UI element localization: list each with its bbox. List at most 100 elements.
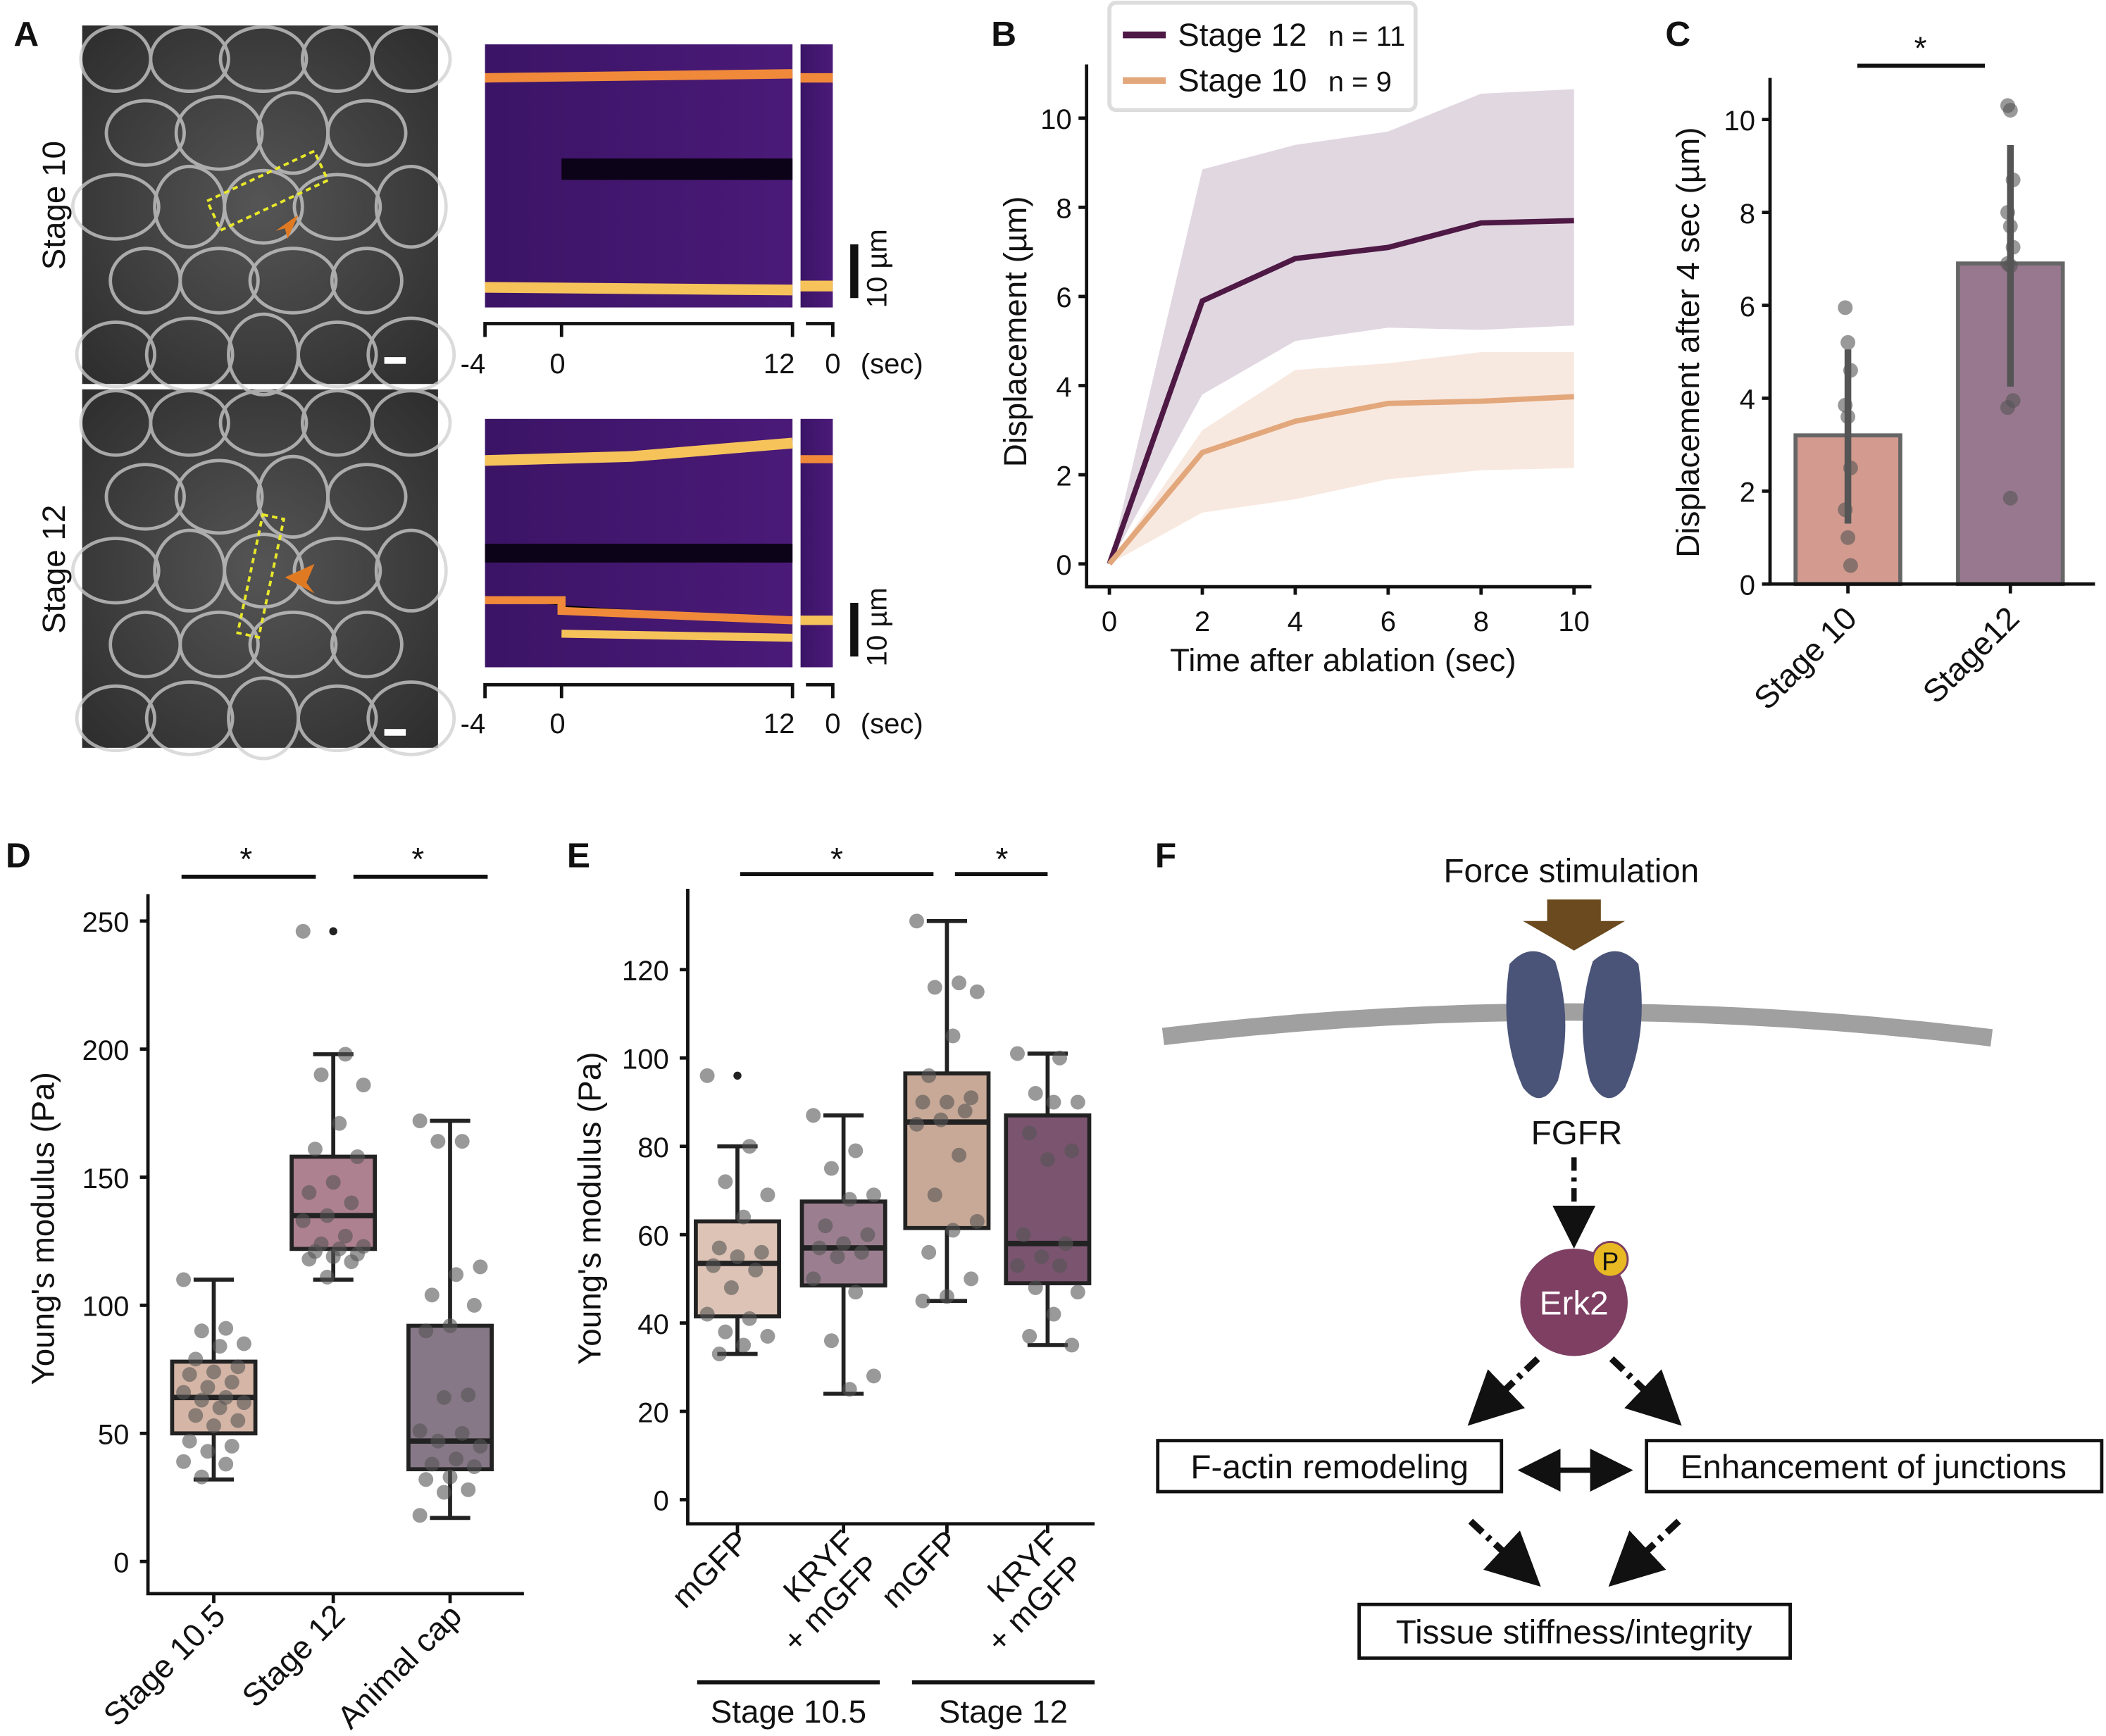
data-point — [964, 1090, 979, 1106]
force-stimulation-label: Force stimulation — [1443, 853, 1699, 890]
data-point — [236, 1336, 251, 1351]
data-point — [320, 1208, 335, 1223]
data-point — [806, 1108, 821, 1123]
y-tick-label: 60 — [637, 1220, 669, 1251]
cell-outline — [326, 463, 408, 531]
significance-star: * — [411, 841, 424, 877]
data-point — [1040, 1152, 1055, 1168]
time-tick-label: 0 — [549, 349, 565, 380]
x-tick-label: KRYF+ mGFP — [955, 1523, 1090, 1659]
scale-bar-stage-12 — [384, 729, 406, 736]
row-label-stage-12: Stage 12 — [36, 505, 72, 634]
data-point — [418, 1472, 434, 1487]
axes — [686, 889, 1095, 1526]
data-point — [1840, 530, 1856, 545]
outlier — [329, 927, 337, 936]
cell-outline — [149, 389, 230, 457]
data-point — [337, 1228, 353, 1244]
cell-outline — [104, 463, 186, 531]
x-tick-label: Stage 10 — [1747, 600, 1864, 717]
cell-outline — [178, 610, 260, 679]
x-tick-label: 6 — [1381, 606, 1396, 637]
data-point — [909, 1116, 924, 1132]
data-point — [466, 1297, 482, 1313]
legend-label-1: Stage 10 — [1178, 63, 1307, 99]
data-point — [1034, 1249, 1049, 1264]
data-point — [332, 1116, 347, 1131]
data-point — [230, 1359, 246, 1375]
significance-star: * — [1914, 30, 1927, 66]
scale-bar-stage-10 — [384, 357, 406, 364]
cell-outline — [248, 610, 338, 679]
time-tick-label: 0 — [825, 349, 840, 380]
data-point — [188, 1351, 204, 1367]
data-point — [218, 1320, 234, 1336]
data-point — [1022, 1328, 1038, 1344]
y-tick-label: 250 — [82, 907, 130, 938]
kymo-scale-bar-2 — [850, 602, 859, 657]
data-point — [927, 980, 942, 995]
data-point — [194, 1323, 209, 1339]
data-point — [736, 1209, 752, 1225]
data-point — [200, 1380, 216, 1395]
data-point — [842, 1382, 857, 1397]
y-tick-label: 40 — [637, 1309, 669, 1340]
x-tick-label: KRYF+ mGFP — [751, 1523, 886, 1659]
data-point — [964, 1271, 979, 1287]
cell-outline — [292, 173, 382, 241]
y-tick-label: 2 — [1740, 477, 1755, 508]
micrograph-stage-10 — [82, 25, 438, 385]
data-point — [307, 1142, 323, 1157]
y-tick-label: 8 — [1740, 199, 1755, 230]
kymo-scale-bar-1 — [850, 244, 859, 299]
data-point — [742, 1139, 757, 1154]
y-tick-label: 10 — [1040, 104, 1072, 135]
data-point — [1022, 1125, 1038, 1141]
data-point — [466, 1459, 482, 1475]
data-point — [706, 1258, 721, 1273]
data-point — [723, 1280, 739, 1295]
time-tick-label: 12 — [764, 708, 795, 739]
data-point — [1843, 558, 1858, 573]
legend-n-0: n = 11 — [1328, 21, 1405, 52]
data-point — [1070, 1285, 1085, 1300]
cell-outline — [174, 94, 264, 171]
data-point — [933, 1112, 949, 1128]
data-point — [412, 1508, 428, 1523]
data-point — [295, 923, 311, 939]
y-tick-label: 0 — [1740, 570, 1755, 601]
data-point — [424, 1456, 440, 1472]
data-point — [344, 1195, 359, 1211]
data-point — [836, 1236, 852, 1251]
cell-outline — [330, 610, 404, 679]
data-point — [1840, 335, 1856, 350]
data-point — [711, 1240, 727, 1256]
data-point — [337, 1047, 353, 1062]
data-point — [424, 1287, 440, 1303]
data-point — [325, 1175, 341, 1190]
factin-label: F-actin remodeling — [1190, 1449, 1469, 1486]
data-point — [325, 1249, 341, 1264]
x-tick-label: Stage12 — [1916, 600, 2026, 711]
data-point — [1046, 1094, 1061, 1110]
x-tick-label: Animal cap — [330, 1597, 468, 1735]
ablation-roi-stage-10 — [205, 149, 330, 232]
data-point — [842, 1192, 857, 1207]
y-tick-label: 4 — [1740, 385, 1755, 416]
data-point — [866, 1368, 881, 1384]
y-tick-label: 8 — [1056, 194, 1071, 225]
stiffness-box — [1357, 1602, 1793, 1660]
legend-n-1: n = 9 — [1328, 67, 1392, 98]
time-tick-label: -4 — [461, 708, 486, 739]
data-point — [939, 1094, 954, 1110]
cell-outline — [178, 246, 260, 315]
cell-outline — [149, 25, 230, 94]
data-point — [320, 1269, 335, 1285]
data-point — [921, 1068, 937, 1083]
data-point — [748, 1262, 764, 1278]
data-point — [301, 1251, 317, 1267]
kymograph-stage-10-pre — [800, 44, 833, 308]
data-point — [224, 1438, 239, 1454]
y-tick-label: 150 — [82, 1163, 130, 1194]
data-point — [1058, 1236, 1073, 1251]
